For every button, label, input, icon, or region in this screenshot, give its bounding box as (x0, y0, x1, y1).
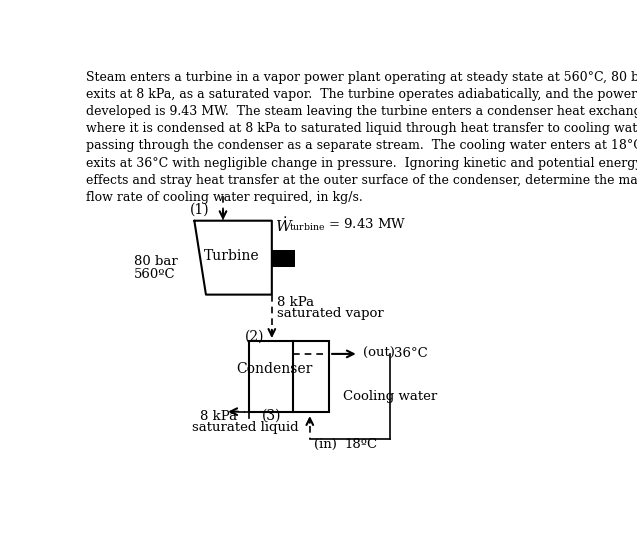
Text: (out): (out) (362, 348, 394, 361)
Text: 36°C: 36°C (394, 348, 427, 361)
Text: 18ºC: 18ºC (345, 438, 378, 451)
Text: Cooling water: Cooling water (343, 390, 438, 403)
Text: 8 kPa: 8 kPa (200, 410, 237, 423)
Text: (3): (3) (262, 408, 282, 422)
Text: Turbine: Turbine (204, 249, 259, 263)
Text: Steam enters a turbine in a vapor power plant operating at steady state at 560°C: Steam enters a turbine in a vapor power … (86, 71, 637, 204)
Bar (272, 250, 295, 267)
Text: 80 bar: 80 bar (134, 255, 178, 268)
Text: 8 kPa: 8 kPa (277, 296, 315, 309)
Text: saturated liquid: saturated liquid (192, 421, 299, 433)
Text: (2): (2) (245, 329, 264, 343)
Text: saturated vapor: saturated vapor (277, 307, 384, 320)
Text: (in): (in) (313, 438, 336, 451)
Bar (248, 341, 329, 412)
Text: $\dot{W}$: $\dot{W}$ (275, 216, 294, 235)
Text: Condenser: Condenser (236, 362, 313, 376)
Text: (1): (1) (189, 203, 209, 217)
Text: 560ºC: 560ºC (134, 268, 176, 281)
Text: $_{\mathregular{turbine}}$ = 9.43 MW: $_{\mathregular{turbine}}$ = 9.43 MW (289, 217, 406, 233)
